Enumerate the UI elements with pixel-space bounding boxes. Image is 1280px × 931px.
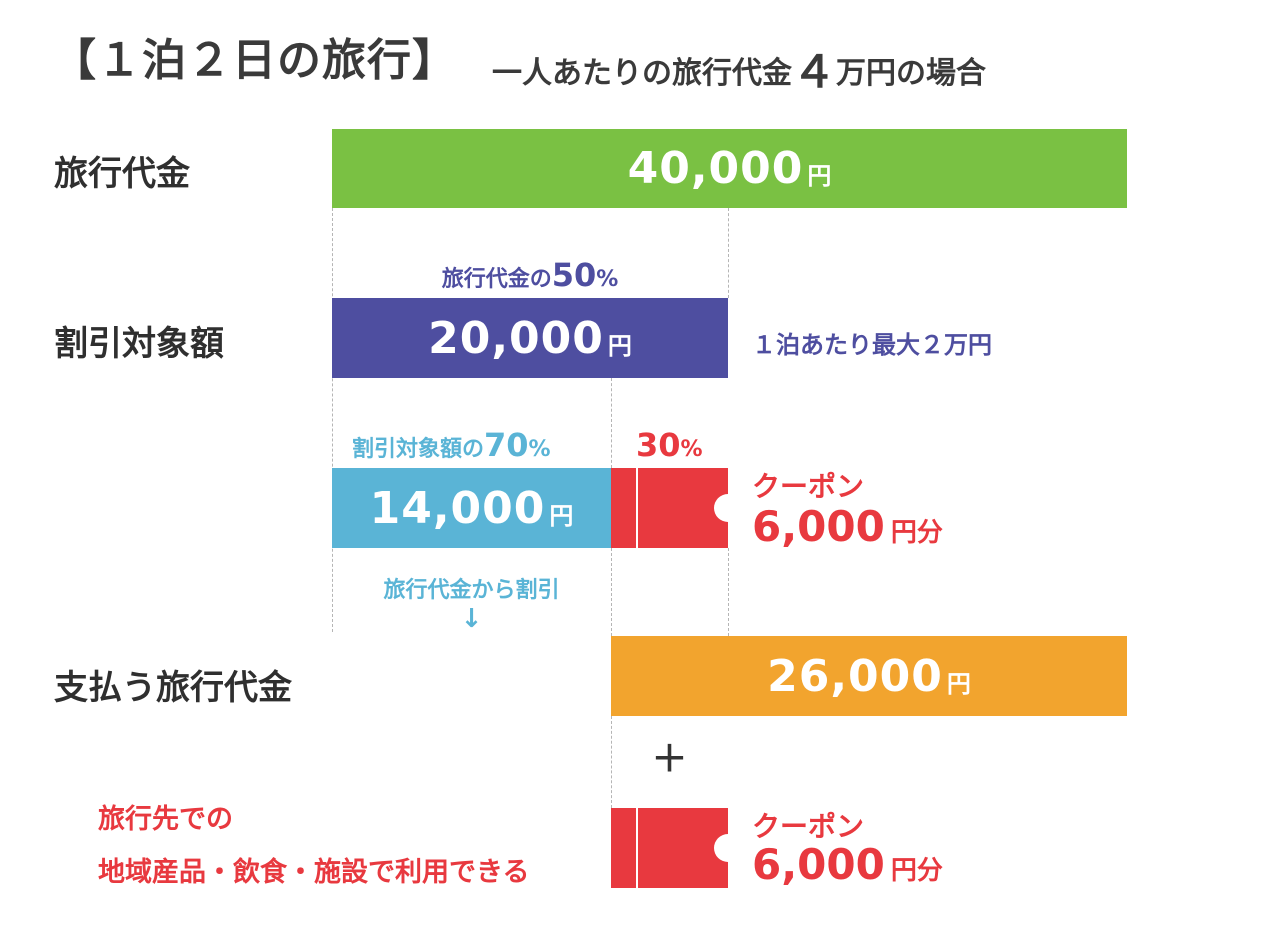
subtitle-number: ４ bbox=[792, 47, 836, 98]
discount-target-note: 旅行代金の50% bbox=[332, 256, 728, 294]
discount-target-note-unit: % bbox=[596, 267, 619, 292]
discount-target-bar: 20,000 円 bbox=[332, 298, 728, 378]
guide-line-mid-lower bbox=[611, 548, 612, 636]
coupon-ticket-icon bbox=[611, 468, 728, 548]
coupon-2-amount: 6,000 円分 bbox=[752, 840, 943, 889]
coupon-pct-number: 30 bbox=[636, 426, 681, 464]
subtitle-suffix: 万円の場合 bbox=[836, 56, 986, 91]
coupon-2-unit: 円分 bbox=[890, 856, 943, 886]
coupon-ticket-notch-bottom bbox=[714, 834, 728, 862]
discount-target-side-note: １泊あたり最大２万円 bbox=[752, 331, 992, 359]
coupon-2-value: 6,000 bbox=[752, 840, 885, 889]
plus-icon: ＋ bbox=[651, 739, 688, 780]
coupon-usage-line1: 旅行先での bbox=[98, 804, 233, 835]
coupon-ticket-icon-bottom bbox=[611, 808, 728, 888]
discount-note: 割引対象額の70% bbox=[352, 426, 551, 464]
coupon-1-unit: 円分 bbox=[890, 518, 943, 548]
discount-note-number: 70 bbox=[484, 426, 529, 464]
discount-value: 14,000 bbox=[369, 482, 546, 534]
coupon-ticket-notch bbox=[714, 494, 728, 522]
payment-value: 26,000 bbox=[767, 650, 943, 702]
discount-target-note-prefix: 旅行代金の bbox=[441, 267, 552, 292]
discount-note-prefix: 割引対象額の bbox=[352, 437, 485, 462]
coupon-ticket-seam-bottom bbox=[636, 808, 638, 888]
discount-target-value: 20,000 bbox=[428, 312, 604, 364]
discount-unit: 円 bbox=[549, 501, 574, 530]
coupon-pct-note: 30% bbox=[636, 426, 703, 464]
page-subtitle: 一人あたりの旅行代金４万円の場合 bbox=[492, 36, 986, 100]
guide-line-right-lower bbox=[728, 548, 729, 636]
page-title: 【１泊２日の旅行】 bbox=[52, 35, 457, 86]
coupon-1-amount: 6,000 円分 bbox=[752, 502, 943, 551]
coupon-2-title: クーポン bbox=[752, 810, 865, 843]
row-label-discount-target: 割引対象額 bbox=[54, 324, 224, 364]
discount-bar: 14,000 円 bbox=[332, 468, 611, 548]
coupon-1-title: クーポン bbox=[752, 470, 865, 503]
payment-unit: 円 bbox=[946, 669, 971, 698]
discount-target-unit: 円 bbox=[607, 331, 632, 360]
guide-line-right-upper bbox=[728, 208, 729, 298]
down-arrow-icon: ↓ bbox=[460, 604, 483, 634]
travel-cost-value: 40,000 bbox=[627, 143, 804, 194]
travel-cost-unit: 円 bbox=[807, 162, 832, 190]
row-label-payment: 支払う旅行代金 bbox=[54, 668, 292, 708]
coupon-1-value: 6,000 bbox=[752, 502, 885, 551]
coupon-usage-line2: 地域産品・飲食・施設で利用できる bbox=[98, 857, 530, 888]
discount-below-note: 旅行代金から割引 bbox=[383, 578, 560, 603]
discount-target-note-number: 50 bbox=[551, 256, 597, 294]
row-label-travel-cost: 旅行代金 bbox=[54, 154, 190, 194]
travel-cost-bar: 40,000 円 bbox=[332, 129, 1127, 208]
coupon-pct-unit: % bbox=[680, 437, 703, 462]
guide-line-mid-bottom bbox=[611, 716, 612, 808]
discount-note-unit: % bbox=[528, 437, 551, 462]
subtitle-prefix: 一人あたりの旅行代金 bbox=[492, 56, 792, 91]
guide-line-mid-upper bbox=[611, 378, 612, 468]
coupon-ticket-seam bbox=[636, 468, 638, 548]
payment-bar: 26,000 円 bbox=[611, 636, 1127, 716]
guide-line-left bbox=[332, 208, 333, 632]
